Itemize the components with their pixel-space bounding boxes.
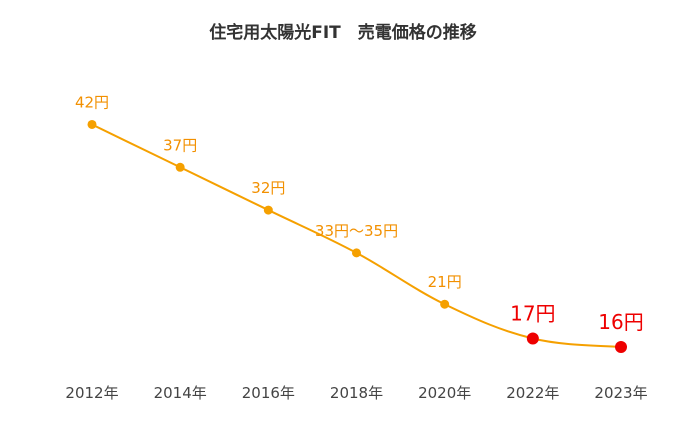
data-label: 16円 bbox=[598, 310, 643, 334]
data-point bbox=[440, 299, 450, 309]
data-point bbox=[87, 119, 97, 129]
x-tick-label: 2016年 bbox=[242, 384, 295, 402]
data-label: 33円～35円 bbox=[315, 222, 398, 240]
data-point bbox=[526, 332, 539, 345]
data-point bbox=[263, 205, 273, 215]
data-label: 17円 bbox=[510, 301, 555, 325]
x-tick-label: 2020年 bbox=[418, 384, 471, 402]
x-tick-label: 2012年 bbox=[65, 384, 118, 402]
x-axis-ticks: 2012年 2014年 2016年 2018年 2020年 2022年 2023年 bbox=[65, 384, 647, 402]
x-tick-label: 2023年 bbox=[594, 384, 647, 402]
data-point bbox=[352, 248, 361, 258]
data-point bbox=[615, 341, 627, 354]
data-label: 32円 bbox=[251, 179, 285, 197]
data-label: 21円 bbox=[428, 273, 462, 291]
plot-area: 42円 37円 32円 33円～35円 21円 17円 16円 bbox=[75, 93, 644, 354]
data-label: 37円 bbox=[163, 136, 197, 154]
x-tick-label: 2022年 bbox=[506, 384, 559, 402]
data-label: 42円 bbox=[75, 93, 109, 111]
x-tick-label: 2014年 bbox=[154, 384, 207, 402]
chart-title: 住宅用太陽光FIT 売電価格の推移 bbox=[209, 22, 477, 43]
data-point bbox=[175, 162, 185, 172]
x-tick-label: 2018年 bbox=[330, 384, 383, 402]
